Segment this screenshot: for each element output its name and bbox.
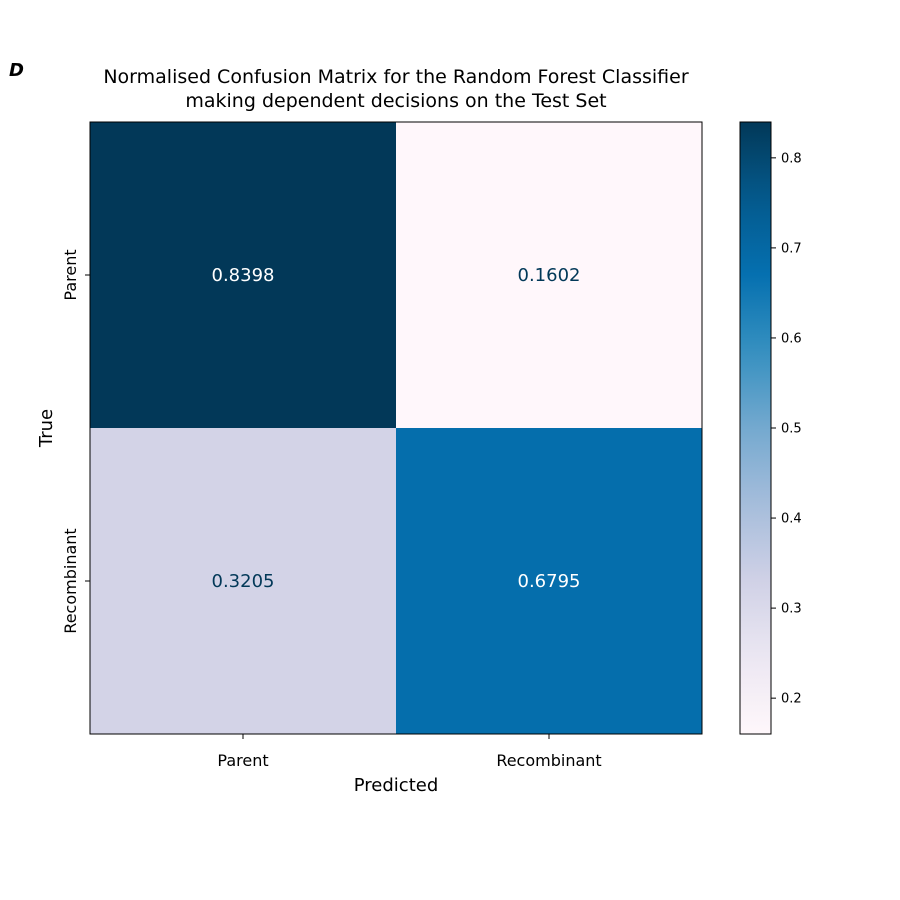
cell-value-label: 0.3205: [212, 571, 275, 592]
y-axis-label: True: [36, 409, 57, 448]
x-axis-ticks: Parent Recombinant: [217, 734, 602, 770]
colorbar-tick-label: 0.4: [781, 512, 802, 527]
heatmap-cell: [396, 428, 702, 734]
x-axis-label: Predicted: [354, 775, 439, 796]
y-axis-ticks: Parent Recombinant: [61, 249, 90, 634]
cell-value-label: 0.1602: [518, 265, 581, 286]
colorbar: [739, 121, 772, 735]
colorbar-tick-label: 0.3: [781, 602, 802, 617]
y-tick-label: Recombinant: [61, 528, 80, 633]
x-tick-label: Parent: [217, 751, 268, 770]
y-tick-label: Parent: [61, 249, 80, 300]
heatmap-cell: [396, 122, 702, 428]
heatmap-cell-labels: 0.8398 0.1602 0.3205 0.6795: [212, 265, 581, 592]
chart-title-line-2: making dependent decisions on the Test S…: [185, 90, 607, 112]
heatmap-cells: [90, 122, 702, 734]
colorbar-ticks: 0.2 0.3 0.4 0.5 0.6 0.7 0.8: [771, 151, 802, 707]
colorbar-tick-label: 0.7: [781, 241, 802, 256]
colorbar-tick-label: 0.6: [781, 331, 802, 346]
colorbar-tick-label: 0.5: [781, 422, 802, 437]
cell-value-label: 0.6795: [518, 571, 581, 592]
panel-label: D: [9, 60, 24, 81]
heatmap-cell: [90, 122, 396, 428]
x-tick-label: Recombinant: [496, 751, 601, 770]
colorbar-tick-label: 0.2: [781, 692, 802, 707]
plot-frame: [89, 121, 703, 735]
chart-title-line-1: Normalised Confusion Matrix for the Rand…: [103, 66, 689, 88]
colorbar-tick-label: 0.8: [781, 151, 802, 166]
heatmap-cell: [90, 428, 396, 734]
cell-value-label: 0.8398: [212, 265, 275, 286]
